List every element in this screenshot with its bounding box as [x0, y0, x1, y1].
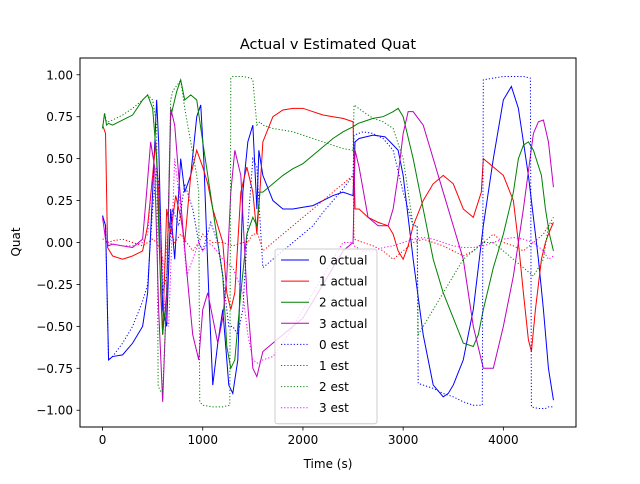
legend-label-0-actual: 0 actual — [319, 254, 367, 268]
x-axis-label: Time (s) — [303, 457, 353, 471]
x-axis-ticks: 0 1000 2000 3000 4000 — [99, 427, 519, 447]
series-line-2-est — [102, 75, 554, 408]
y-tick-label: 0.75 — [46, 110, 73, 124]
x-tick-label: 4000 — [488, 433, 519, 447]
y-tick-label: −0.50 — [36, 320, 73, 334]
x-tick-label: 0 — [99, 433, 107, 447]
y-tick-label: 1.00 — [46, 68, 73, 82]
legend-label-1-actual: 1 actual — [319, 275, 367, 289]
series-line-1-est — [102, 174, 554, 268]
series-line-2-actual — [102, 77, 554, 370]
legend-label-3-actual: 3 actual — [319, 317, 367, 331]
y-tick-label: 0.25 — [46, 194, 73, 208]
x-tick-label: 1000 — [187, 433, 218, 447]
y-tick-label: 0.50 — [46, 152, 73, 166]
legend-label-2-actual: 2 actual — [319, 296, 367, 310]
series-line-0-est — [102, 75, 554, 410]
legend-label-1-est: 1 est — [319, 359, 349, 373]
legend-label-2-est: 2 est — [319, 380, 349, 394]
legend-box — [274, 248, 378, 425]
legend-label-0-est: 0 est — [319, 338, 349, 352]
series-line-3-est — [102, 158, 554, 364]
chart-title: Actual v Estimated Quat — [240, 37, 417, 53]
y-tick-label: −1.00 — [36, 404, 73, 418]
y-axis-label: Quat — [9, 227, 23, 256]
y-tick-label: 0.00 — [46, 236, 73, 250]
x-tick-label: 2000 — [288, 433, 319, 447]
x-tick-label: 3000 — [388, 433, 419, 447]
y-axis-ticks: −1.00 −0.75 −0.50 −0.25 0.00 0.25 0.50 0.75 1.00 — [36, 68, 80, 418]
plot-area — [102, 75, 554, 410]
legend: 0 actual 1 actual 2 actual 3 actual 0 est 1 e… — [274, 248, 378, 425]
y-tick-label: −0.25 — [36, 278, 73, 292]
y-tick-label: −0.75 — [36, 362, 73, 376]
legend-label-3-est: 3 est — [319, 401, 349, 415]
